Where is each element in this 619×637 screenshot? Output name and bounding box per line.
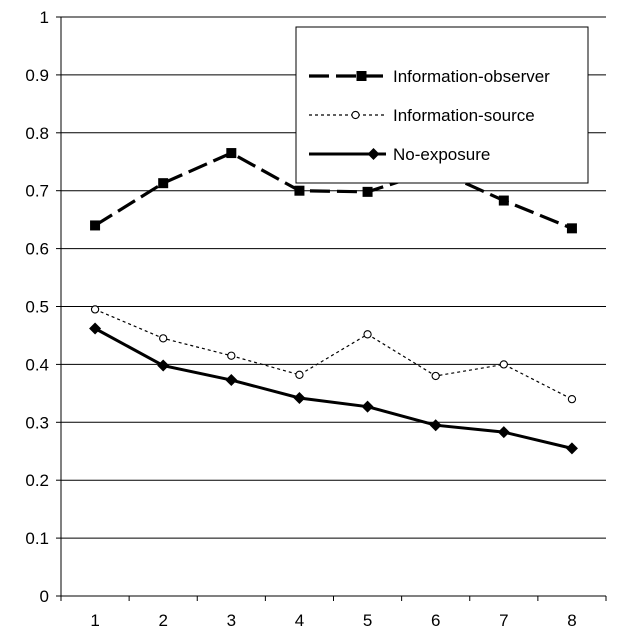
y-tick-label: 0.2 — [25, 471, 49, 490]
square-marker-legend — [356, 71, 367, 81]
legend-box — [295, 26, 589, 184]
x-tick-label: 4 — [295, 611, 304, 630]
circle-marker — [567, 394, 577, 404]
circle-marker-legend — [351, 110, 360, 120]
y-tick-label: 0.3 — [25, 413, 49, 432]
series-line-information-source — [94, 308, 573, 400]
y-tick-label: 0.1 — [25, 529, 49, 548]
y-tick-label: 0.8 — [25, 124, 49, 143]
square-marker — [294, 185, 305, 196]
y-tick-label: 0 — [40, 587, 49, 606]
y-tick-label: 0.9 — [25, 66, 49, 85]
diamond-marker — [225, 374, 238, 387]
series-line-no-exposure — [94, 327, 573, 450]
x-tick-label: 1 — [90, 611, 99, 630]
y-tick-label: 0.7 — [25, 182, 49, 201]
y-tick-label: 1 — [40, 8, 49, 27]
x-tick-label: 5 — [363, 611, 372, 630]
diamond-marker — [293, 391, 306, 404]
x-tick-label: 6 — [431, 611, 440, 630]
diamond-marker — [361, 400, 374, 413]
circle-marker — [499, 360, 508, 369]
x-tick-label: 7 — [499, 611, 508, 630]
circle-marker — [295, 370, 304, 379]
diamond-marker — [497, 426, 510, 439]
series-line-information-observer — [94, 151, 573, 230]
diamond-marker — [157, 359, 170, 372]
circle-marker — [227, 351, 236, 360]
x-tick-label: 3 — [227, 611, 236, 630]
y-tick-label: 0.4 — [25, 355, 49, 374]
square-marker — [362, 186, 373, 197]
square-marker — [158, 178, 169, 189]
square-marker — [566, 223, 577, 234]
circle-marker — [159, 334, 168, 343]
legend-label: Information-source — [393, 106, 535, 125]
x-tick-label: 2 — [158, 611, 167, 630]
y-tick-label: 0.5 — [25, 298, 49, 317]
diamond-marker — [89, 322, 102, 335]
circle-marker — [90, 305, 100, 314]
x-tick-label: 8 — [567, 611, 576, 630]
diamond-marker — [565, 442, 578, 455]
circle-marker — [363, 330, 372, 339]
legend-label: Information-observer — [393, 67, 550, 86]
circle-marker — [431, 371, 440, 381]
square-marker — [226, 148, 237, 159]
y-tick-label: 0.6 — [25, 240, 49, 259]
square-marker — [498, 195, 509, 206]
diamond-marker-legend — [367, 148, 380, 160]
diamond-marker — [429, 419, 442, 432]
square-marker — [90, 220, 101, 231]
legend-label: No-exposure — [393, 145, 490, 164]
